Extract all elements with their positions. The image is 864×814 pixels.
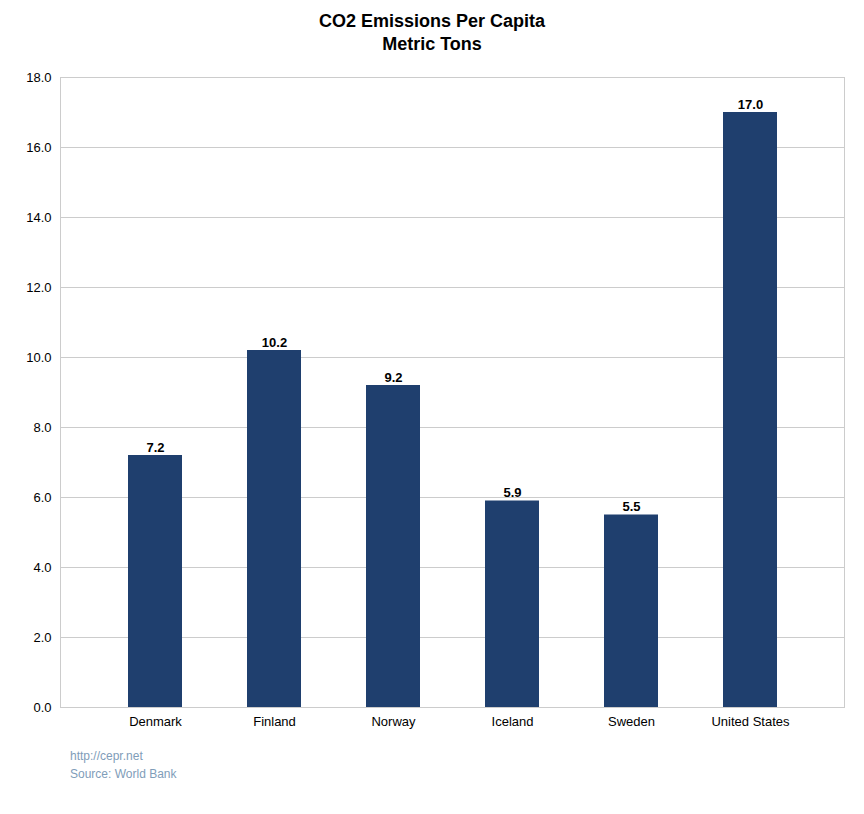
svg-text:16.0: 16.0 [26,139,51,154]
svg-text:18.0: 18.0 [26,69,51,84]
svg-text:17.0: 17.0 [738,96,763,111]
svg-text:5.9: 5.9 [503,485,521,500]
svg-text:Iceland: Iceland [492,714,534,729]
svg-text:14.0: 14.0 [26,209,51,224]
svg-text:10.2: 10.2 [262,334,287,349]
svg-text:0.0: 0.0 [33,699,51,714]
svg-text:7.2: 7.2 [146,439,164,454]
svg-text:8.0: 8.0 [33,419,51,434]
html-text:http://cepr.net Source: World: http://cepr.net Source: World Bank [70,748,177,781]
svg-text:Finland: Finland [253,714,296,729]
svg-text:5.5: 5.5 [622,499,640,514]
svg-text:6.0: 6.0 [33,489,51,504]
svg-text:Norway: Norway [371,714,416,729]
svg-text:2.0: 2.0 [33,629,51,644]
svg-text:Sweden: Sweden [608,714,655,729]
svg-text:4.0: 4.0 [33,559,51,574]
svg-text:Denmark: Denmark [129,714,182,729]
html-text:CO2 Emissions Per Capita Metri: CO2 Emissions Per Capita Metric Tons [319,11,545,55]
svg-text:9.2: 9.2 [384,369,402,384]
svg-text:10.0: 10.0 [26,349,51,364]
svg-text:United States: United States [711,714,790,729]
svg-text:12.0: 12.0 [26,279,51,294]
